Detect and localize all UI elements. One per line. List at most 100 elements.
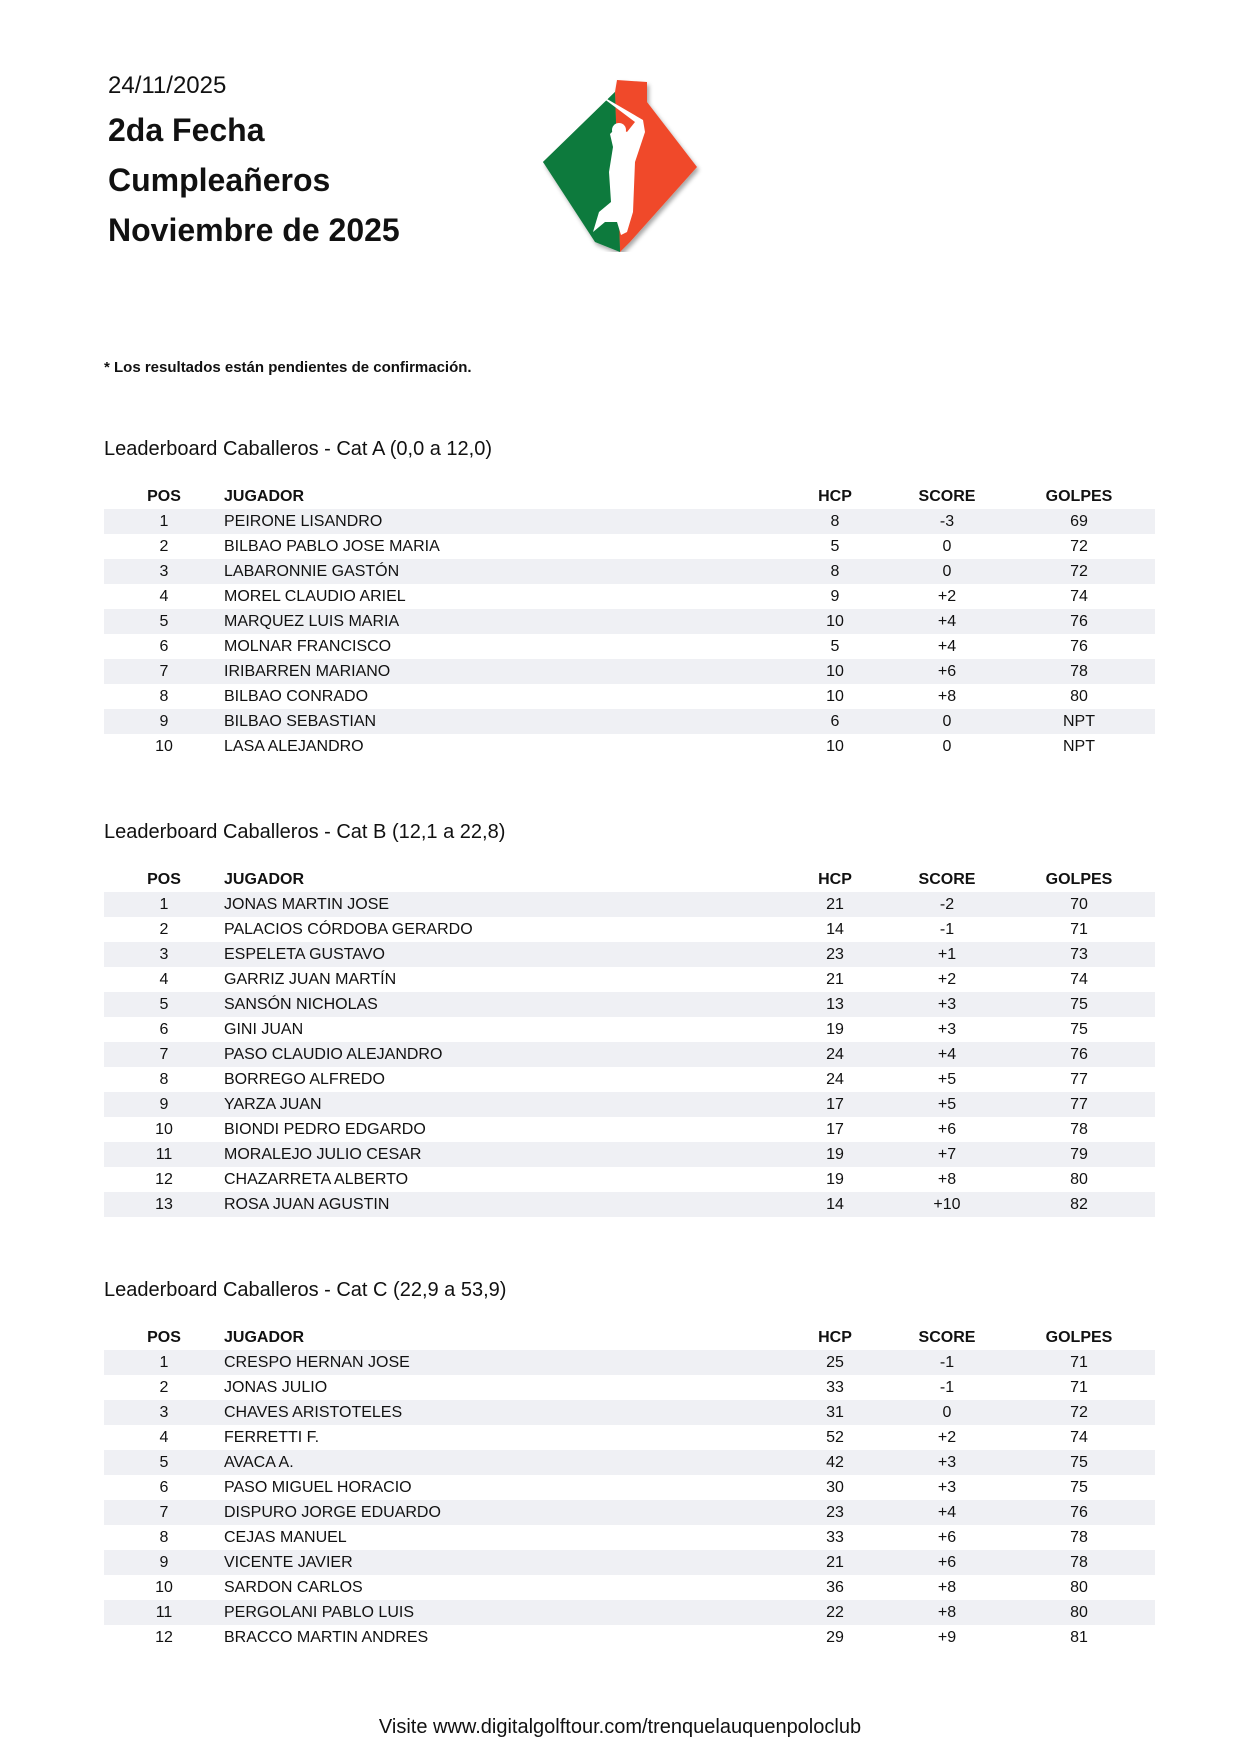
table-row: 3 ESPELETA GUSTAVO 23 +1 73	[104, 942, 1155, 967]
cell-hcp: 31	[826, 1403, 844, 1421]
leaderboard-cat-a: Leaderboard Caballeros - Cat A (0,0 a 12…	[104, 438, 1155, 759]
cell-player: ROSA JUAN AGUSTIN	[224, 1195, 390, 1213]
cell-golpes: 75	[1070, 1453, 1088, 1471]
table-row: 8 BILBAO CONRADO 10 +8 80	[104, 684, 1155, 709]
event-month: Noviembre de 2025	[108, 212, 400, 248]
cell-pos: 12	[155, 1628, 173, 1646]
footer-link[interactable]: Visite www.digitalgolftour.com/trenquela…	[378, 1716, 862, 1738]
cell-player: PEIRONE LISANDRO	[224, 512, 383, 530]
cell-hcp: 8	[830, 562, 840, 580]
table-row: 4 MOREL CLAUDIO ARIEL 9 +2 74	[104, 584, 1155, 609]
cell-player: YARZA JUAN	[224, 1095, 322, 1113]
cell-hcp: 36	[826, 1578, 844, 1596]
leaderboard-table: POS JUGADOR HCP SCORE GOLPES 1 JONAS MARTIN JO…	[104, 867, 1155, 1217]
cell-player: CHAVES ARISTOTELES	[224, 1403, 403, 1421]
header-row: POS JUGADOR HCP SCORE GOLPES	[104, 1325, 1155, 1350]
col-score-header: SCORE	[918, 870, 976, 888]
cell-golpes: 79	[1070, 1145, 1088, 1163]
cell-pos: 2	[159, 537, 169, 555]
cell-golpes: 76	[1070, 637, 1088, 655]
col-pos-header: POS	[147, 1328, 181, 1346]
col-golpes-header: GOLPES	[1045, 870, 1113, 888]
cell-player: IRIBARREN MARIANO	[224, 662, 391, 680]
cell-score: +9	[937, 1628, 957, 1646]
cell-player: LASA ALEJANDRO	[224, 737, 364, 755]
cell-golpes: 78	[1070, 662, 1088, 680]
cell-hcp: 33	[826, 1378, 844, 1396]
cell-golpes: 72	[1070, 537, 1088, 555]
table-row: 3 LABARONNIE GASTÓN 8 0 72	[104, 559, 1155, 584]
cell-player: CRESPO HERNAN JOSE	[224, 1353, 410, 1371]
cell-hcp: 5	[830, 637, 840, 655]
cell-golpes: 78	[1070, 1553, 1088, 1571]
cell-player: BILBAO SEBASTIAN	[224, 712, 377, 730]
cell-hcp: 42	[826, 1453, 844, 1471]
cell-pos: 2	[159, 920, 169, 938]
cell-player: PASO CLAUDIO ALEJANDRO	[224, 1045, 443, 1063]
cell-golpes: 69	[1070, 512, 1088, 530]
cell-score: +5	[937, 1070, 957, 1088]
cell-pos: 4	[159, 1428, 169, 1446]
cell-player: SANSÓN NICHOLAS	[224, 995, 378, 1013]
cell-golpes: 72	[1070, 562, 1088, 580]
cell-score: +3	[937, 1020, 957, 1038]
cell-pos: 6	[159, 1478, 169, 1496]
cell-score: +8	[937, 1578, 957, 1596]
cell-golpes: 78	[1070, 1120, 1088, 1138]
table-row: 7 DISPURO JORGE EDUARDO 23 +4 76	[104, 1500, 1155, 1525]
cell-score: -1	[939, 1353, 955, 1371]
cell-pos: 10	[155, 737, 173, 755]
cell-hcp: 29	[826, 1628, 844, 1646]
table-row: 8 CEJAS MANUEL 33 +6 78	[104, 1525, 1155, 1550]
cell-golpes: 80	[1070, 1170, 1088, 1188]
cell-pos: 7	[159, 662, 169, 680]
table-row: 11 PERGOLANI PABLO LUIS 22 +8 80	[104, 1600, 1155, 1625]
table-row: 4 FERRETTI F. 52 +2 74	[104, 1425, 1155, 1450]
cell-golpes: NPT	[1063, 737, 1095, 755]
cell-pos: 3	[159, 562, 169, 580]
cell-pos: 13	[155, 1195, 173, 1213]
cell-hcp: 23	[826, 945, 844, 963]
cell-score: +4	[937, 612, 957, 630]
cell-hcp: 10	[826, 687, 844, 705]
cell-golpes: 71	[1070, 920, 1088, 938]
col-hcp-header: HCP	[818, 870, 852, 888]
table-row: 10 LASA ALEJANDRO 10 0 NPT	[104, 734, 1155, 759]
cell-score: 0	[942, 737, 952, 755]
report-date: 24/11/2025	[108, 72, 227, 99]
cell-pos: 10	[155, 1578, 173, 1596]
cell-pos: 2	[159, 1378, 169, 1396]
cell-score: +6	[937, 1528, 957, 1546]
cell-golpes: 80	[1070, 1578, 1088, 1596]
cell-player: AVACA A.	[224, 1453, 294, 1471]
cell-golpes: 81	[1070, 1628, 1088, 1646]
cell-score: +2	[937, 970, 957, 988]
table-row: 10 SARDON CARLOS 36 +8 80	[104, 1575, 1155, 1600]
cell-player: PALACIOS CÓRDOBA GERARDO	[224, 920, 473, 938]
cell-player: DISPURO JORGE EDUARDO	[224, 1503, 441, 1521]
cell-golpes: 77	[1070, 1070, 1088, 1088]
cell-player: FERRETTI F.	[224, 1428, 320, 1446]
cell-golpes: 76	[1070, 1503, 1088, 1521]
cell-player: BRACCO MARTIN ANDRES	[224, 1628, 429, 1646]
cell-player: CHAZARRETA ALBERTO	[224, 1170, 409, 1188]
table-row: 12 CHAZARRETA ALBERTO 19 +8 80	[104, 1167, 1155, 1192]
cell-player: GINI JUAN	[224, 1020, 304, 1038]
table-row: 9 VICENTE JAVIER 21 +6 78	[104, 1550, 1155, 1575]
golfer-logo-icon	[543, 80, 697, 252]
cell-score: 0	[942, 1403, 952, 1421]
cell-score: -1	[939, 1378, 955, 1396]
table-row: 13 ROSA JUAN AGUSTIN 14 +10 82	[104, 1192, 1155, 1217]
table-row: 12 BRACCO MARTIN ANDRES 29 +9 81	[104, 1625, 1155, 1650]
cell-golpes: 80	[1070, 687, 1088, 705]
table-row: 8 BORREGO ALFREDO 24 +5 77	[104, 1067, 1155, 1092]
cell-hcp: 22	[826, 1603, 844, 1621]
cell-golpes: 74	[1070, 970, 1088, 988]
cell-score: +2	[937, 1428, 957, 1446]
cell-player: MOLNAR FRANCISCO	[224, 637, 392, 655]
col-hcp-header: HCP	[818, 1328, 852, 1346]
cell-player: PERGOLANI PABLO LUIS	[224, 1603, 414, 1621]
cell-golpes: 72	[1070, 1403, 1088, 1421]
cell-pos: 9	[159, 712, 169, 730]
cell-hcp: 6	[830, 712, 840, 730]
